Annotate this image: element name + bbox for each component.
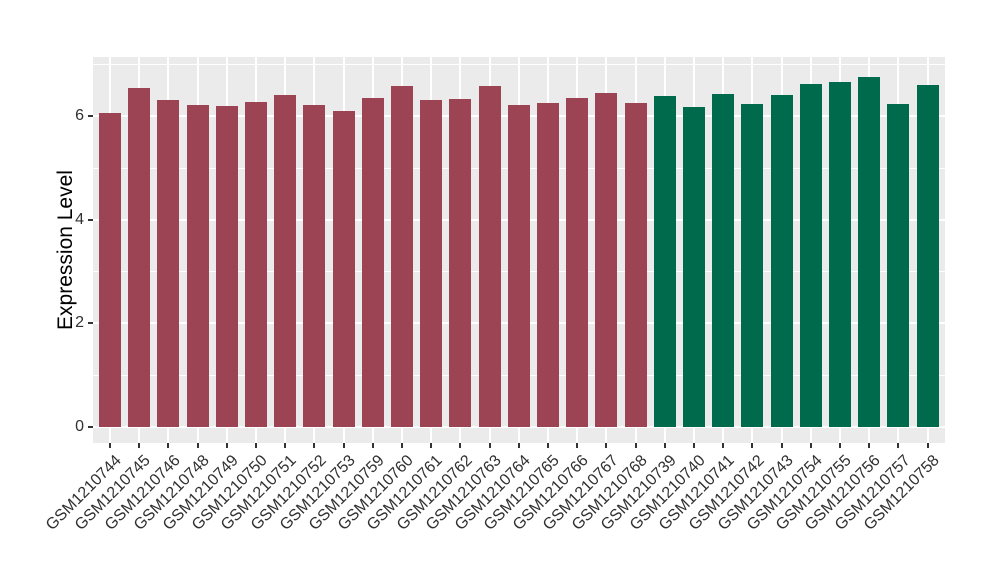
y-tick-label: 2 bbox=[75, 314, 84, 332]
x-axis-tick bbox=[459, 443, 462, 448]
bar-GSM1210746 bbox=[157, 99, 180, 427]
x-axis-tick bbox=[634, 443, 637, 448]
bar-GSM1210760 bbox=[391, 86, 413, 427]
y-tick-label: 0 bbox=[75, 418, 84, 435]
x-axis-tick bbox=[401, 443, 403, 448]
bar-GSM1210756 bbox=[858, 76, 881, 427]
bar-GSM1210745 bbox=[128, 87, 151, 427]
bar-GSM1210741 bbox=[712, 94, 735, 427]
y-axis-tick bbox=[88, 115, 93, 118]
y-axis-tick bbox=[88, 218, 93, 221]
x-axis-tick bbox=[897, 443, 900, 448]
bar-GSM1210767 bbox=[595, 92, 618, 427]
bar-GSM1210743 bbox=[770, 94, 793, 427]
y-axis-tick bbox=[88, 322, 93, 325]
x-axis-tick bbox=[663, 443, 666, 448]
bar-GSM1210751 bbox=[274, 95, 297, 427]
bar-GSM1210739 bbox=[653, 95, 676, 427]
x-axis-tick bbox=[167, 443, 170, 448]
x-axis-tick bbox=[342, 443, 345, 448]
bar-GSM1210768 bbox=[624, 103, 647, 427]
bar-GSM1210740 bbox=[683, 106, 705, 427]
bar-GSM1210753 bbox=[332, 110, 355, 427]
x-axis-tick bbox=[225, 443, 228, 448]
x-axis-tick bbox=[576, 443, 579, 448]
x-axis-tick bbox=[722, 443, 725, 448]
x-axis-tick bbox=[547, 443, 549, 448]
bar-GSM1210757 bbox=[887, 103, 910, 427]
bar-GSM1210742 bbox=[741, 104, 764, 427]
bar-GSM1210761 bbox=[420, 100, 443, 427]
bar-GSM1210765 bbox=[537, 103, 559, 427]
x-axis-tick bbox=[371, 443, 374, 448]
x-axis-tick bbox=[517, 443, 520, 448]
bar-GSM1210750 bbox=[245, 102, 267, 427]
x-axis-tick bbox=[255, 443, 257, 448]
x-axis-tick bbox=[196, 443, 199, 448]
x-axis-tick bbox=[430, 443, 433, 448]
plot-panel bbox=[93, 57, 945, 443]
bar-GSM1210764 bbox=[507, 105, 530, 427]
bar-GSM1210759 bbox=[361, 98, 384, 427]
x-axis-tick bbox=[605, 443, 608, 448]
x-axis-tick bbox=[926, 443, 929, 448]
bar-GSM1210754 bbox=[799, 84, 822, 427]
x-axis-tick bbox=[839, 443, 841, 448]
bar-GSM1210744 bbox=[99, 112, 121, 427]
x-axis-tick bbox=[313, 443, 316, 448]
y-tick-label: 4 bbox=[75, 210, 84, 228]
x-axis-tick bbox=[751, 443, 754, 448]
bar-GSM1210762 bbox=[449, 98, 472, 427]
bar-GSM1210766 bbox=[566, 98, 589, 427]
x-axis-tick bbox=[284, 443, 287, 448]
y-tick-label: 6 bbox=[75, 107, 84, 125]
bar-GSM1210748 bbox=[186, 104, 209, 427]
x-axis-tick bbox=[780, 443, 783, 448]
bar-GSM1210755 bbox=[829, 82, 851, 427]
bar-GSM1210763 bbox=[478, 85, 501, 427]
x-axis-tick bbox=[868, 443, 871, 448]
y-axis-title: Expression Level bbox=[54, 170, 77, 330]
y-axis-tick bbox=[88, 426, 93, 428]
x-axis-tick bbox=[138, 443, 141, 448]
bar-GSM1210758 bbox=[916, 85, 939, 427]
x-axis-tick bbox=[109, 443, 111, 448]
x-axis-tick bbox=[809, 443, 812, 448]
x-axis-tick bbox=[693, 443, 695, 448]
bar-GSM1210752 bbox=[303, 104, 326, 427]
x-axis-tick bbox=[488, 443, 491, 448]
bar-GSM1210749 bbox=[215, 105, 238, 427]
